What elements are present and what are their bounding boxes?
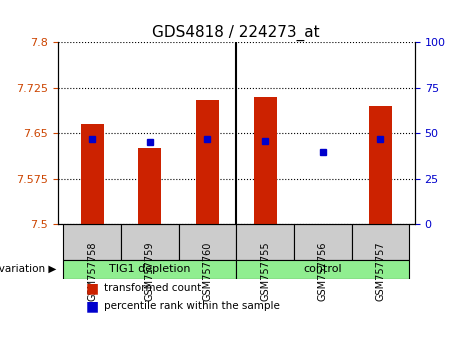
Text: GSM757755: GSM757755	[260, 242, 270, 301]
Bar	[121, 224, 179, 259]
Text: TIG1 depletion: TIG1 depletion	[109, 264, 190, 274]
Bar	[179, 224, 236, 259]
Bar	[294, 224, 351, 259]
Text: GSM757759: GSM757759	[145, 242, 155, 301]
Bar	[254, 97, 277, 224]
Text: GSM757760: GSM757760	[202, 242, 213, 301]
Text: GSM757756: GSM757756	[318, 242, 328, 301]
Bar	[236, 224, 294, 259]
Text: control: control	[303, 264, 342, 274]
Bar	[81, 124, 104, 224]
Bar	[64, 259, 236, 279]
Title: GDS4818 / 224273_at: GDS4818 / 224273_at	[153, 25, 320, 41]
Text: genotype/variation ▶: genotype/variation ▶	[0, 264, 56, 274]
Bar	[351, 224, 409, 259]
Bar	[138, 148, 161, 224]
Bar	[196, 100, 219, 224]
Bar	[64, 224, 121, 259]
Text: ■: ■	[86, 299, 99, 313]
Text: percentile rank within the sample: percentile rank within the sample	[104, 301, 280, 311]
Bar	[369, 106, 392, 224]
Text: ■: ■	[86, 281, 99, 295]
Text: transformed count: transformed count	[104, 283, 201, 293]
Bar	[236, 259, 409, 279]
Text: GSM757758: GSM757758	[87, 242, 97, 301]
Text: GSM757757: GSM757757	[375, 242, 385, 301]
